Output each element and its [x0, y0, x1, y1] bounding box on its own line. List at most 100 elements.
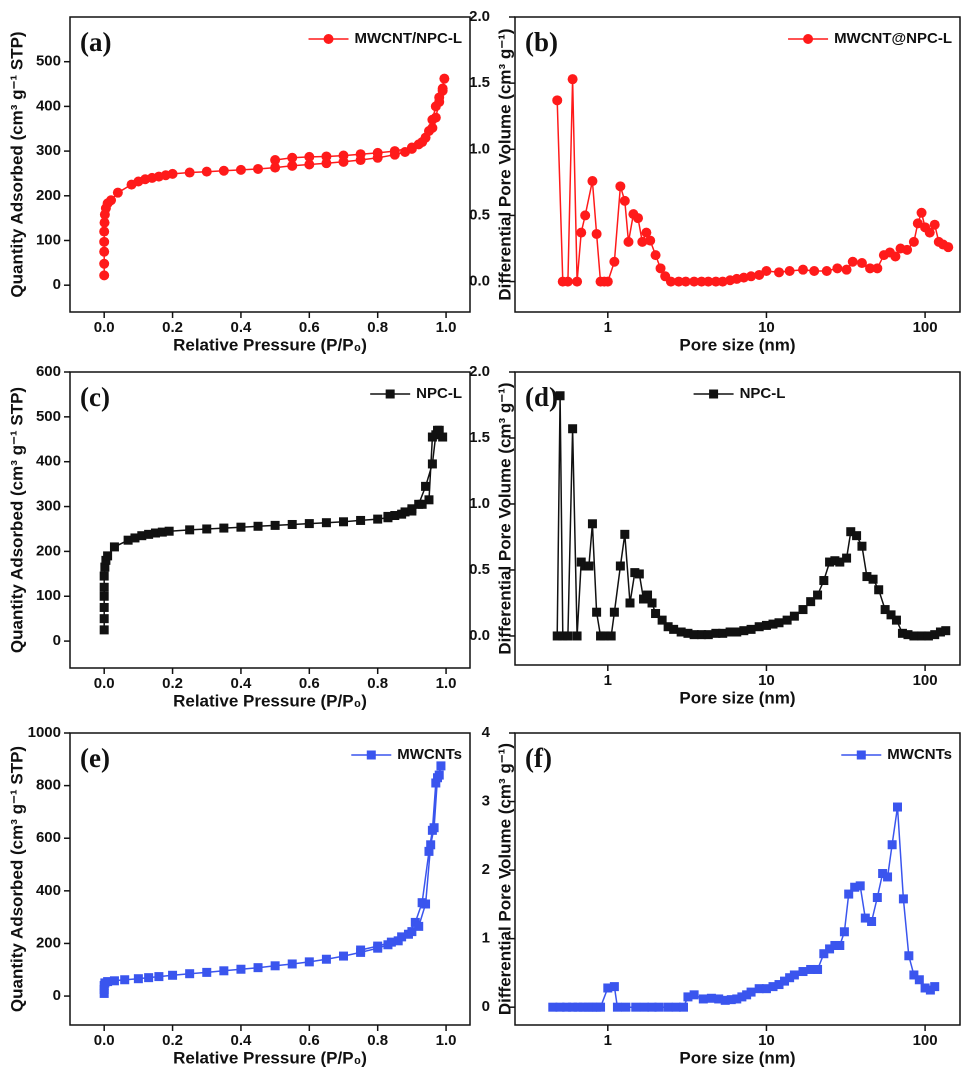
- marker: [669, 624, 679, 634]
- marker: [321, 151, 332, 162]
- marker: [424, 495, 434, 505]
- marker: [647, 598, 657, 608]
- y-tick-label: 100: [36, 231, 61, 248]
- marker: [846, 527, 856, 537]
- x-axis-label: Pore size (nm): [679, 1048, 795, 1067]
- marker: [167, 168, 178, 179]
- marker: [839, 927, 849, 937]
- y-tick-label: 300: [36, 142, 61, 159]
- marker: [754, 984, 764, 994]
- marker: [732, 994, 742, 1004]
- marker: [372, 147, 383, 158]
- y-tick-label: 3: [482, 793, 490, 810]
- x-tick-label: 0.0: [94, 675, 115, 692]
- y-tick-label: 0: [53, 276, 61, 293]
- marker: [737, 992, 747, 1002]
- x-tick-label: 0.2: [162, 319, 183, 336]
- marker: [883, 872, 893, 882]
- marker: [855, 881, 865, 891]
- marker: [920, 983, 930, 993]
- marker: [112, 187, 123, 198]
- marker: [563, 631, 573, 641]
- marker: [718, 628, 728, 638]
- marker: [655, 263, 666, 274]
- x-tick-label: 0.6: [299, 1032, 320, 1049]
- marker: [633, 213, 644, 224]
- marker: [218, 165, 229, 176]
- marker: [407, 506, 417, 516]
- marker: [321, 954, 331, 964]
- marker: [427, 459, 437, 469]
- x-tick-label: 100: [913, 1032, 938, 1049]
- marker: [689, 630, 699, 640]
- marker: [943, 242, 954, 253]
- marker: [591, 228, 602, 239]
- marker: [825, 557, 835, 567]
- marker: [389, 146, 400, 157]
- marker: [782, 615, 792, 625]
- marker: [650, 250, 661, 261]
- marker: [236, 522, 246, 532]
- marker: [99, 226, 110, 237]
- marker: [397, 932, 407, 942]
- marker: [697, 630, 707, 640]
- marker: [663, 1002, 673, 1012]
- x-axis-label: Relative Pressure (P/P₀): [173, 335, 367, 354]
- marker: [587, 176, 598, 187]
- panel-label: (c): [80, 382, 110, 412]
- marker: [567, 74, 578, 85]
- marker: [304, 159, 315, 170]
- x-tick-label: 10: [758, 672, 775, 689]
- marker: [825, 944, 835, 954]
- marker: [355, 149, 366, 160]
- marker: [917, 631, 927, 641]
- panel-label: (e): [80, 743, 110, 773]
- marker: [235, 164, 246, 175]
- marker: [144, 529, 154, 539]
- marker: [630, 568, 640, 578]
- marker: [99, 258, 110, 269]
- marker: [356, 945, 366, 955]
- marker: [798, 605, 808, 615]
- marker: [842, 553, 852, 563]
- marker: [99, 582, 109, 592]
- marker: [576, 227, 587, 238]
- y-tick-label: 0.5: [469, 561, 490, 578]
- x-axis-label: Relative Pressure (P/P₀): [173, 1048, 367, 1067]
- y-axis-label: Differential Pore Volume (cm³ g⁻¹): [495, 28, 514, 300]
- marker: [860, 913, 870, 923]
- marker: [201, 166, 212, 177]
- marker: [253, 963, 263, 973]
- marker: [612, 1002, 622, 1012]
- marker: [555, 391, 565, 401]
- marker: [623, 236, 634, 247]
- marker: [683, 628, 693, 638]
- marker: [891, 615, 901, 625]
- y-tick-label: 200: [36, 934, 61, 951]
- marker: [835, 557, 845, 567]
- y-tick-label: 100: [36, 587, 61, 604]
- x-axis-label: Relative Pressure (P/P₀): [173, 691, 367, 710]
- legend-label: NPC-L: [740, 385, 786, 402]
- marker: [596, 1002, 606, 1012]
- y-tick-label: 1.0: [469, 140, 490, 157]
- marker: [898, 894, 908, 904]
- marker: [761, 265, 772, 276]
- marker: [137, 531, 147, 541]
- marker: [321, 518, 331, 528]
- marker: [739, 626, 749, 636]
- marker: [725, 627, 735, 637]
- marker: [676, 627, 686, 637]
- marker: [631, 1002, 641, 1012]
- marker: [433, 773, 443, 783]
- y-tick-label: 1000: [28, 724, 61, 741]
- marker: [429, 823, 439, 833]
- marker: [439, 73, 450, 84]
- y-tick-label: 4: [482, 724, 491, 741]
- marker: [654, 1002, 664, 1012]
- x-tick-label: 10: [758, 319, 775, 336]
- marker: [386, 937, 396, 947]
- y-axis-label: Differential Pore Volume (cm³ g⁻¹): [495, 382, 514, 654]
- marker: [930, 982, 940, 992]
- marker: [562, 1002, 572, 1012]
